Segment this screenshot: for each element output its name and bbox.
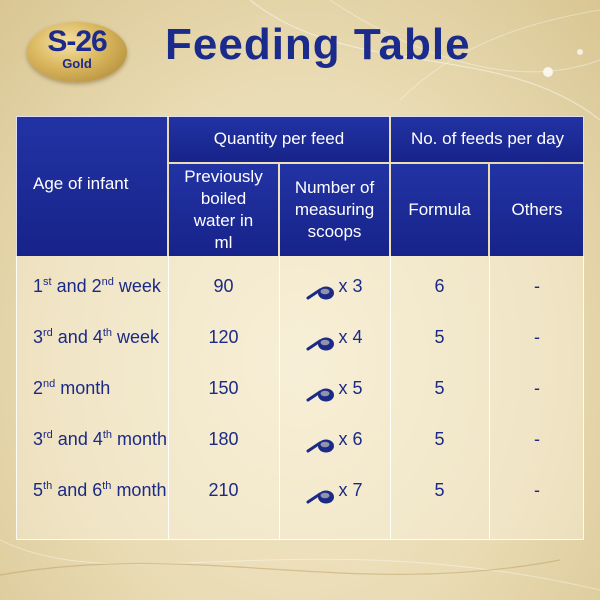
logo-sub-text: Gold <box>62 56 92 71</box>
cell-formula-feeds: 5 <box>434 429 445 449</box>
cell-other-feeds: - <box>534 480 540 500</box>
header-age: Age of infant <box>16 116 167 256</box>
measuring-scoop-icon <box>306 379 336 402</box>
cell-other-feeds: - <box>534 327 540 347</box>
header-water-label: Previously boiled water in ml <box>184 167 263 252</box>
cell-scoops: x 6 <box>280 419 389 459</box>
column-divider <box>390 256 391 540</box>
header-scoops: Number of measuring scoops <box>280 164 389 256</box>
scoop-count: x 3 <box>338 276 363 296</box>
cell-age: 5th and 6th month <box>33 480 167 500</box>
cell-age: 1st and 2nd week <box>33 276 161 296</box>
cell-scoops: x 7 <box>280 470 389 510</box>
scoop-count: x 6 <box>338 429 363 449</box>
header-water: Previously boiled water in ml <box>169 164 278 256</box>
cell-other-feeds: - <box>534 378 540 398</box>
s26-gold-logo: S-26 Gold <box>27 22 127 82</box>
cell-age: 2nd month <box>33 378 111 398</box>
cell-formula-feeds: 5 <box>434 327 445 347</box>
measuring-scoop-icon <box>306 430 336 453</box>
cell-scoops: x 4 <box>280 317 389 357</box>
cell-other-feeds: - <box>534 276 540 296</box>
scoop-count: x 5 <box>338 378 363 398</box>
scoop-count: x 7 <box>338 480 363 500</box>
measuring-scoop-icon <box>306 328 336 351</box>
header-formula-label: Formula <box>408 200 471 219</box>
cell-formula-feeds: 5 <box>434 480 445 500</box>
header-others: Others <box>490 164 584 256</box>
header-feeds-group: No. of feeds per day <box>391 116 584 162</box>
header-formula: Formula <box>391 164 488 256</box>
header-quantity-group: Quantity per feed <box>169 116 389 162</box>
cell-age: 3rd and 4th week <box>33 327 160 347</box>
cell-water-ml: 120 <box>208 327 239 347</box>
column-divider <box>279 256 280 540</box>
cell-age: 3rd and 4th month <box>33 429 168 449</box>
table-row: 3rd and 4th month 180 x 6 5 - <box>16 419 584 459</box>
feeding-table: Age of infant Quantity per feed No. of f… <box>16 116 584 540</box>
cell-water-ml: 150 <box>208 378 239 398</box>
header-scoops-label: Number of measuring scoops <box>294 178 375 241</box>
logo-main-text: S-26 <box>47 25 107 58</box>
header-feeds-label: No. of feeds per day <box>410 129 565 148</box>
column-divider <box>489 256 490 540</box>
table-row: 1st and 2nd week 90 x 3 6 - <box>16 266 584 306</box>
cell-water-ml: 90 <box>213 276 234 296</box>
scoop-count: x 4 <box>338 327 363 347</box>
measuring-scoop-icon <box>306 481 336 504</box>
cell-formula-feeds: 6 <box>434 276 445 296</box>
cell-formula-feeds: 5 <box>434 378 445 398</box>
page-title: Feeding Table <box>165 20 471 69</box>
cell-water-ml: 180 <box>208 429 239 449</box>
column-divider <box>168 256 169 540</box>
table-row: 2nd month 150 x 5 5 - <box>16 368 584 408</box>
measuring-scoop-icon <box>306 277 336 300</box>
cell-water-ml: 210 <box>208 480 239 500</box>
cell-other-feeds: - <box>534 429 540 449</box>
table-row: 3rd and 4th week 120 x 4 5 - <box>16 317 584 357</box>
table-border <box>16 116 584 540</box>
cell-scoops: x 5 <box>280 368 389 408</box>
header-others-label: Others <box>511 200 563 219</box>
header-age-label: Age of infant <box>33 174 129 193</box>
header-quantity-label: Quantity per feed <box>213 129 345 148</box>
cell-scoops: x 3 <box>280 266 389 306</box>
table-row: 5th and 6th month 210 x 7 5 - <box>16 470 584 510</box>
